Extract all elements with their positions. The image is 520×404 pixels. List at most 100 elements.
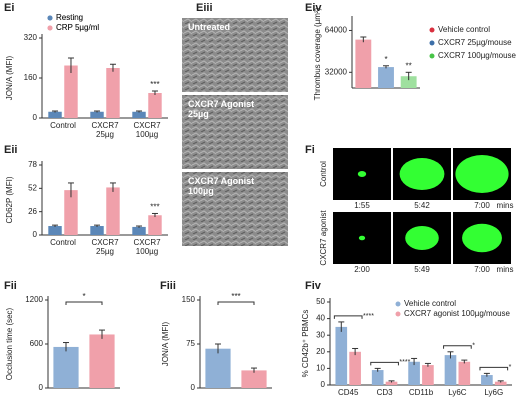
bar (371, 370, 384, 385)
legend-marker (429, 27, 435, 33)
bar (64, 190, 78, 235)
y-tick-label: 0 (33, 230, 38, 239)
significance: * (82, 292, 85, 301)
significance-bracket (479, 366, 509, 371)
panel-label: Fi (305, 144, 315, 156)
legend-label: Resting (56, 13, 83, 22)
y-tick-label: 0 (39, 383, 44, 392)
bar (241, 370, 267, 388)
y-tick-label: 52 (28, 183, 37, 192)
row-label: CXCR7 agonist (319, 210, 328, 266)
legend-marker (429, 53, 435, 59)
micrograph (182, 95, 288, 169)
x-tick-label: CXCR7 25µg (91, 238, 119, 256)
y-tick-label: 64000 (325, 26, 348, 35)
bar (64, 65, 78, 118)
legend-marker (395, 311, 401, 317)
legend-marker (47, 25, 53, 31)
bar (106, 187, 120, 235)
y-tick-label: 320 (24, 33, 38, 42)
bar (444, 355, 457, 385)
panel-label: Eiv (305, 2, 322, 14)
thrombus (399, 158, 445, 190)
unit-label: mins (497, 201, 514, 210)
legend-label: Resting (56, 13, 83, 22)
significance-bracket (333, 315, 363, 319)
time-label: 7:00 (474, 265, 490, 274)
legend-label: CRP 5µg/ml (56, 23, 99, 32)
x-tick-label: Ly6G (484, 388, 504, 397)
bar (89, 334, 115, 388)
legend-marker (429, 40, 435, 46)
bar (132, 111, 146, 118)
y-tick-label: 40 (316, 314, 325, 323)
y-tick-label: 0 (33, 113, 38, 122)
legend-marker (47, 15, 53, 21)
bar (48, 226, 62, 235)
significance: * (384, 55, 387, 64)
thrombus (455, 155, 509, 193)
legend-label: CXCR7 25µg/mouse (438, 38, 512, 47)
thrombus (462, 223, 502, 253)
bar (53, 346, 79, 388)
y-axis-label: JON/A (MFI) (5, 55, 14, 100)
panel-label: Fiii (160, 280, 176, 292)
bar (132, 226, 146, 235)
bar (400, 76, 417, 88)
y-tick-label: 30 (316, 330, 325, 339)
significance: *** (150, 203, 159, 212)
y-tick-label: 150 (182, 295, 196, 304)
y-tick-label: 20 (316, 347, 325, 356)
bar (458, 361, 471, 385)
legend-label: CXCR7 agonist 100µg/mouse (404, 309, 511, 318)
y-axis-label: % CD42b⁺ PBMCs (301, 310, 310, 378)
bar (205, 348, 231, 388)
panel-label: Fii (4, 280, 17, 292)
y-tick-label: 0 (191, 383, 196, 392)
x-tick-label: CXCR7 25µg (91, 121, 119, 139)
bar (481, 375, 493, 385)
bar (385, 381, 398, 385)
x-tick-label: CD11b (408, 388, 434, 397)
x-tick-label: CXCR7 100µg (133, 238, 161, 256)
x-tick-label: CD45 (337, 388, 359, 397)
bar (148, 93, 162, 118)
frame-label: CXCR7 Agonist 25µg (188, 99, 255, 119)
significance: **** (399, 359, 410, 366)
frame-label: CXCR7 Agonist 100µg (188, 176, 255, 196)
x-tick-label: CD3 (376, 388, 393, 397)
y-tick-label: 1200 (25, 295, 43, 304)
significance-bracket (217, 301, 255, 305)
y-axis-label: CD62P (MFI) (5, 176, 14, 223)
significance: * (509, 364, 512, 371)
y-tick-label: 78 (28, 160, 37, 169)
significance-bracket (370, 361, 399, 366)
bar (349, 351, 361, 385)
time-label: 2:00 (354, 265, 370, 274)
bar (106, 68, 120, 118)
x-tick-label: Ly6C (448, 388, 467, 397)
row-label: Control (319, 161, 328, 187)
x-tick-label: Control (50, 238, 76, 247)
x-tick-label: CXCR7 100µg (133, 121, 161, 139)
y-tick-label: 50 (316, 297, 325, 306)
significance: *** (231, 292, 240, 301)
time-label: 1:55 (354, 201, 370, 210)
bar (90, 226, 104, 235)
legend-label: Vehicle control (404, 299, 456, 308)
significance-bracket (443, 345, 472, 349)
panel-label: Eiii (196, 2, 213, 14)
bar (90, 111, 104, 118)
panel-label: Eii (4, 144, 17, 156)
time-label: 5:49 (414, 265, 430, 274)
significance: * (472, 343, 475, 350)
y-tick-label: 0 (321, 380, 326, 389)
y-tick-label: 75 (186, 339, 195, 348)
legend-label: Vehicle control (438, 25, 490, 34)
bar (48, 111, 62, 118)
bar (335, 326, 348, 385)
legend-marker (395, 301, 401, 307)
legend-label: CRP 5µg/ml (56, 23, 99, 32)
bar (355, 39, 372, 88)
y-tick-label: 600 (30, 339, 44, 348)
